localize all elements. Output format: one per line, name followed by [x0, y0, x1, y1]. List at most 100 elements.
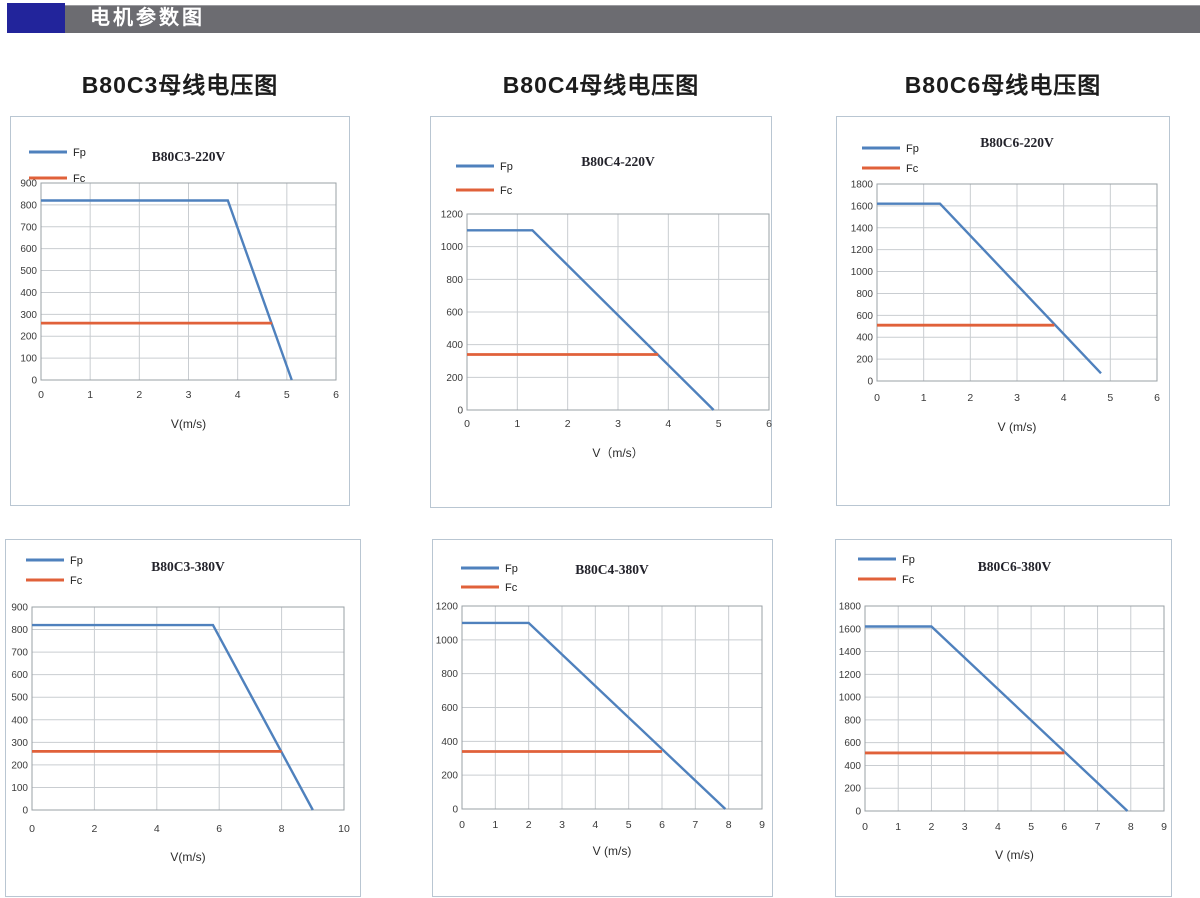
x-axis-labels: 0 1 2 3 4 5 6	[38, 389, 339, 401]
chart-svg: 0 200 400 600 800 1000 1200 0 1 2 3 4 5 6 V（m/s） Fp Fc B8…	[441, 154, 772, 460]
svg-text:0: 0	[31, 376, 37, 387]
chart-grid	[466, 213, 770, 411]
series-fp-line	[877, 202, 1102, 375]
svg-text:3: 3	[962, 821, 968, 833]
svg-text:800: 800	[441, 669, 458, 680]
svg-text:6: 6	[1154, 392, 1160, 404]
series-fp-line	[41, 199, 293, 381]
svg-text:2: 2	[526, 819, 532, 831]
chart-svg: 0 200 400 600 800 1000 1200 1400 1600 1800 0 1 2 3 4 5 6…	[839, 554, 1167, 862]
svg-text:3: 3	[559, 819, 565, 831]
chart-inner-title: B80C4-220V	[581, 154, 655, 169]
section-title-b80c6: B80C6母线电压图	[904, 72, 1102, 98]
svg-text:10: 10	[338, 823, 350, 835]
chart-svg: 0 200 400 600 800 1000 1200 0 1 2 3 4 5 6 7 8 9 V (m/s) Fp…	[436, 562, 765, 858]
svg-text:5: 5	[716, 418, 722, 430]
y-axis-labels: 0 200 400 600 800 1000 1200	[441, 210, 464, 417]
page-title: 电机参数图	[90, 7, 205, 29]
svg-text:0: 0	[862, 821, 868, 833]
svg-text:400: 400	[844, 761, 861, 772]
svg-text:200: 200	[11, 760, 28, 771]
y-axis-labels: 0 100 200 300 400 500 600 700 800 900	[20, 179, 37, 387]
legend-fc-label: Fc	[70, 575, 83, 587]
svg-text:700: 700	[11, 648, 28, 659]
x-axis-title: V (m/s)	[593, 844, 632, 858]
svg-text:6: 6	[766, 418, 772, 430]
svg-text:400: 400	[441, 737, 458, 748]
svg-text:3: 3	[1014, 392, 1020, 404]
x-axis-labels: 0 1 2 3 4 5 6	[464, 418, 772, 430]
svg-text:200: 200	[441, 771, 458, 782]
svg-text:900: 900	[20, 179, 37, 190]
x-axis-title: V（m/s）	[592, 446, 643, 460]
svg-text:100: 100	[20, 354, 37, 365]
x-axis-labels: 0 1 2 3 4 5 6 7 8 9	[459, 819, 765, 831]
legend-fc-label: Fc	[73, 173, 86, 185]
chart-panel-b80c4-380v: 0 200 400 600 800 1000 1200 0 1 2 3 4 5 6 7 8 9 V (m/s) Fp…	[432, 539, 773, 897]
svg-text:7: 7	[1095, 821, 1101, 833]
svg-text:6: 6	[216, 823, 222, 835]
legend-fp-label: Fp	[500, 161, 513, 173]
svg-text:800: 800	[844, 715, 861, 726]
svg-text:0: 0	[457, 406, 463, 417]
series-fp-line	[865, 625, 1129, 812]
x-axis-labels: 0 2 4 6 8 10	[29, 823, 350, 835]
chart-inner-title: B80C3-220V	[152, 149, 226, 164]
x-axis-title: V(m/s)	[170, 850, 205, 864]
svg-text:600: 600	[844, 738, 861, 749]
section-title-b80c3: B80C3母线电压图	[81, 72, 279, 98]
svg-text:0: 0	[464, 418, 470, 430]
svg-text:1000: 1000	[839, 693, 862, 704]
chart-svg: 0 100 200 300 400 500 600 700 800 900 0 1 2 3 4 5 6 V(m/s…	[20, 147, 339, 431]
svg-text:3: 3	[615, 418, 621, 430]
x-axis-labels: 0 1 2 3 4 5 6 7 8 9	[862, 821, 1167, 833]
svg-text:4: 4	[995, 821, 1001, 833]
svg-text:2: 2	[565, 418, 571, 430]
svg-text:0: 0	[38, 389, 44, 401]
svg-text:8: 8	[279, 823, 285, 835]
svg-text:400: 400	[856, 333, 873, 344]
svg-text:9: 9	[759, 819, 765, 831]
svg-text:300: 300	[11, 738, 28, 749]
svg-text:800: 800	[20, 200, 37, 211]
legend-fc-label: Fc	[906, 163, 919, 175]
svg-text:1: 1	[492, 819, 498, 831]
svg-text:4: 4	[665, 418, 671, 430]
legend-fp-label: Fp	[73, 147, 86, 159]
chart-svg: 0 200 400 600 800 1000 1200 1400 1600 1800 0 1 2 3 4 5 6…	[851, 135, 1160, 434]
svg-text:600: 600	[20, 244, 37, 255]
svg-text:0: 0	[452, 805, 458, 816]
svg-text:5: 5	[1028, 821, 1034, 833]
svg-text:4: 4	[592, 819, 598, 831]
svg-text:200: 200	[856, 355, 873, 366]
svg-text:0: 0	[22, 806, 28, 817]
svg-text:6: 6	[659, 819, 665, 831]
svg-text:0: 0	[867, 377, 873, 388]
chart-panel-b80c3-220v: 0 100 200 300 400 500 600 700 800 900 0 1 2 3 4 5 6 V(m/s…	[10, 116, 350, 506]
svg-text:400: 400	[446, 340, 463, 351]
chart-inner-title: B80C4-380V	[575, 562, 649, 577]
chart-panel-b80c6-380v: 0 200 400 600 800 1000 1200 1400 1600 1800 0 1 2 3 4 5 6…	[835, 539, 1172, 897]
svg-text:300: 300	[20, 310, 37, 321]
svg-text:1: 1	[895, 821, 901, 833]
svg-text:500: 500	[20, 266, 37, 277]
series-fp-line	[467, 229, 715, 411]
svg-text:2: 2	[929, 821, 935, 833]
chart-svg: 0 100 200 300 400 500 600 700 800 900 0 2 4 6 8 10 V(m/s…	[11, 555, 350, 864]
svg-text:7: 7	[692, 819, 698, 831]
svg-text:600: 600	[441, 703, 458, 714]
chart-inner-title: B80C3-380V	[151, 559, 225, 574]
svg-text:800: 800	[11, 625, 28, 636]
chart-panel-b80c4-220v: 0 200 400 600 800 1000 1200 0 1 2 3 4 5 6 V（m/s） Fp Fc B8…	[430, 116, 772, 508]
legend-fp-label: Fp	[902, 554, 915, 566]
svg-text:0: 0	[855, 807, 861, 818]
y-axis-labels: 0 100 200 300 400 500 600 700 800 900	[11, 603, 28, 817]
header-bar	[20, 5, 1200, 33]
svg-text:1200: 1200	[441, 210, 464, 221]
svg-text:700: 700	[20, 222, 37, 233]
legend-fc-label: Fc	[902, 574, 915, 586]
svg-text:1600: 1600	[839, 624, 862, 635]
svg-text:1000: 1000	[441, 242, 464, 253]
chart-grid	[864, 605, 1165, 812]
svg-text:2: 2	[967, 392, 973, 404]
